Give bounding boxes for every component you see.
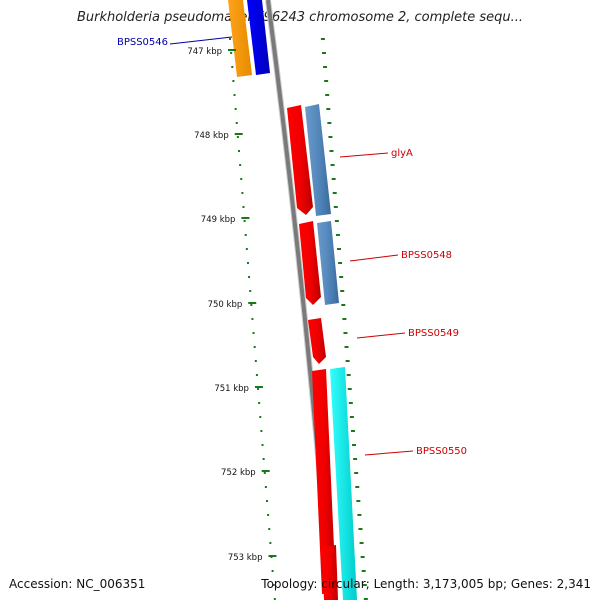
genes-label: Genes: <box>510 577 553 591</box>
scale-tick-mark <box>228 49 236 51</box>
gene-feature-BPSS0550[interactable] <box>312 369 336 594</box>
gene-label-leader <box>169 36 233 45</box>
length-value: 3,173,005 bp; <box>422 577 508 591</box>
map-title: Burkholderia pseudomallei K96243 chromos… <box>76 10 524 25</box>
scale-tick-label: 752 kbp <box>221 468 256 478</box>
accession-label: Accession: <box>9 577 73 591</box>
scale-ticks: 747 kbp 748 kbp 749 kbp 750 kbp 751 kbp 752 k… <box>187 47 277 563</box>
accession-info: Accession: NC_006351 <box>9 577 145 591</box>
gene-label-leader <box>349 254 399 262</box>
gene-feature-glyA[interactable] <box>287 105 313 215</box>
scale-tick-mark <box>268 555 277 557</box>
scale-tick-mark <box>234 133 243 135</box>
gene-label-leader <box>364 450 414 456</box>
gene-label[interactable]: BPSS0546 <box>117 37 168 48</box>
gene-feature-BPSS0549[interactable] <box>308 318 326 364</box>
scale-dotted-track <box>229 38 276 600</box>
gene-label[interactable]: BPSS0548 <box>401 250 452 261</box>
scale-tick-mark <box>254 386 263 388</box>
scale-tick-label: 753 kbp <box>228 553 263 563</box>
gene-feature-orange[interactable] <box>228 0 252 77</box>
scale-tick-label: 750 kbp <box>208 300 243 310</box>
gene-feature-blue[interactable] <box>247 0 270 75</box>
genes-value: 2,341 <box>556 577 591 591</box>
scale-tick-label: 749 kbp <box>201 215 236 225</box>
outer-dotted-track <box>320 38 368 600</box>
scale-tick-mark <box>241 217 250 219</box>
scale-tick-mark <box>261 470 270 472</box>
gene-feature-next[interactable] <box>322 545 338 600</box>
scale-tick-mark <box>248 302 257 304</box>
gene-label[interactable]: glyA <box>391 148 413 159</box>
gene-label[interactable]: BPSS0549 <box>408 328 459 339</box>
gene-feature-steelblue-1[interactable] <box>305 104 331 216</box>
topology-info: Topology: circular; Length: 3,173,005 bp… <box>261 577 591 591</box>
topology-value: circular; <box>321 577 370 591</box>
gene-labels: BPSS0546 glyA BPSS0548 BPSS0549 BPSS0550 <box>117 36 467 457</box>
gene-label-leader <box>339 152 389 158</box>
scale-tick-label: 751 kbp <box>214 384 249 394</box>
gene-feature-steelblue-2[interactable] <box>317 221 339 305</box>
scale-tick-label: 747 kbp <box>187 47 222 57</box>
gene-feature-BPSS0548[interactable] <box>299 221 321 305</box>
length-label: Length: <box>373 577 420 591</box>
gene-label[interactable]: BPSS0550 <box>416 446 467 457</box>
gene-label-leader <box>356 332 406 339</box>
accession-value: NC_006351 <box>76 577 146 591</box>
scale-tick-label: 748 kbp <box>194 131 229 141</box>
topology-label: Topology: <box>261 577 318 591</box>
gene-feature-cyan[interactable] <box>330 367 357 600</box>
